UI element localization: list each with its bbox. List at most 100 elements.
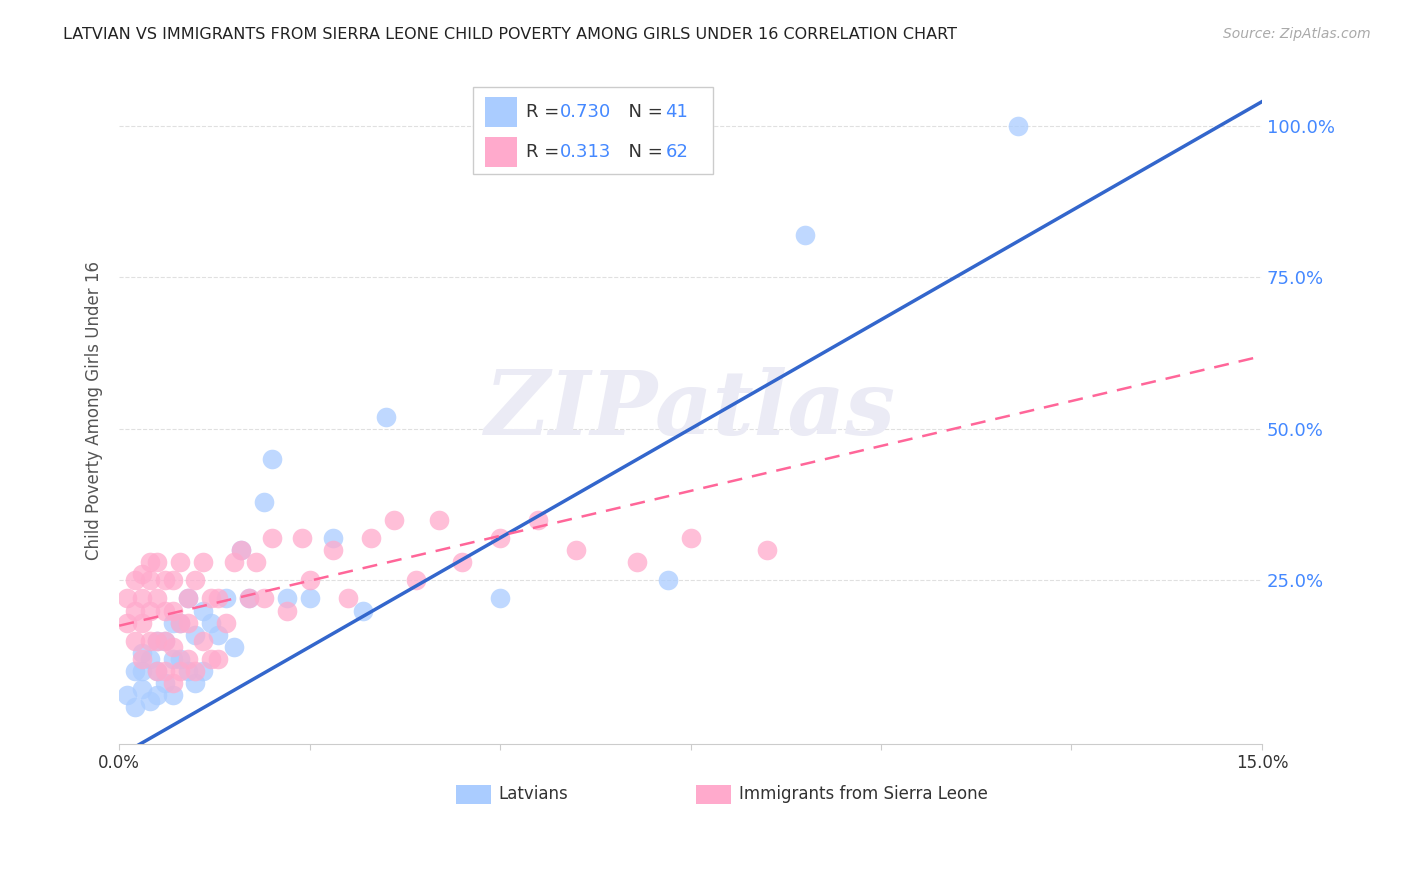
Point [153,664,176,678]
Point [253,591,276,606]
Text: Immigrants from Sierra Leone: Immigrants from Sierra Leone [738,786,987,804]
Point [657,574,679,588]
Point [131,652,153,666]
Point [322,543,344,558]
Point [382,513,405,527]
Point [162,652,184,666]
Point [177,591,200,606]
Point [298,591,321,606]
Point [222,640,245,654]
Text: 0.313: 0.313 [561,144,612,161]
Point [626,555,648,569]
Point [131,567,153,582]
Point [489,591,512,606]
Point [565,543,588,558]
Point [139,603,162,617]
Point [322,531,344,545]
Text: R =: R = [526,144,565,161]
FancyBboxPatch shape [696,785,731,804]
Point [177,652,200,666]
Point [131,682,153,697]
Point [162,689,184,703]
Point [162,574,184,588]
Point [153,633,176,648]
Text: 41: 41 [665,103,689,120]
Point [207,652,229,666]
Point [253,494,276,508]
Point [231,543,253,558]
Point [153,633,176,648]
Point [177,591,200,606]
Point [153,676,176,690]
Point [245,555,267,569]
Point [169,615,191,630]
Point [298,574,321,588]
Point [755,543,778,558]
Point [139,555,162,569]
Point [207,628,229,642]
Point [489,531,512,545]
Point [260,531,283,545]
Point [139,694,162,708]
Text: 0.730: 0.730 [561,103,612,120]
Point [139,633,162,648]
Point [139,652,162,666]
Point [374,409,396,424]
Point [451,555,474,569]
Point [276,591,298,606]
Point [184,628,207,642]
Point [153,603,176,617]
Point [162,640,184,654]
Point [427,513,450,527]
Point [124,633,146,648]
Point [191,664,214,678]
Point [184,664,207,678]
Point [793,227,815,242]
Point [222,555,245,569]
Point [146,633,169,648]
Point [146,664,169,678]
Point [260,452,283,467]
Point [146,555,169,569]
Point [177,664,200,678]
Point [162,676,184,690]
Text: Latvians: Latvians [499,786,568,804]
Point [124,603,146,617]
Point [191,633,214,648]
Text: R =: R = [526,103,565,120]
Point [146,664,169,678]
Point [146,591,169,606]
FancyBboxPatch shape [485,96,517,127]
Text: LATVIAN VS IMMIGRANTS FROM SIERRA LEONE CHILD POVERTY AMONG GIRLS UNDER 16 CORRE: LATVIAN VS IMMIGRANTS FROM SIERRA LEONE … [63,27,957,42]
Point [276,603,298,617]
Point [191,555,214,569]
Point [238,591,260,606]
Point [169,664,191,678]
Point [177,615,200,630]
Point [360,531,382,545]
Point [291,531,314,545]
Point [153,574,176,588]
Point [115,591,138,606]
Point [200,591,222,606]
Point [184,676,207,690]
Point [124,574,146,588]
Text: N =: N = [617,144,669,161]
Point [215,615,238,630]
FancyBboxPatch shape [485,137,517,168]
Point [207,591,229,606]
Point [527,513,550,527]
Point [336,591,359,606]
Point [200,615,222,630]
Point [124,700,146,714]
Point [131,615,153,630]
Point [131,646,153,660]
Point [184,574,207,588]
Point [191,603,214,617]
Y-axis label: Child Poverty Among Girls Under 16: Child Poverty Among Girls Under 16 [86,261,103,560]
Point [124,664,146,678]
Point [169,555,191,569]
Point [169,652,191,666]
Point [131,664,153,678]
Point [200,652,222,666]
